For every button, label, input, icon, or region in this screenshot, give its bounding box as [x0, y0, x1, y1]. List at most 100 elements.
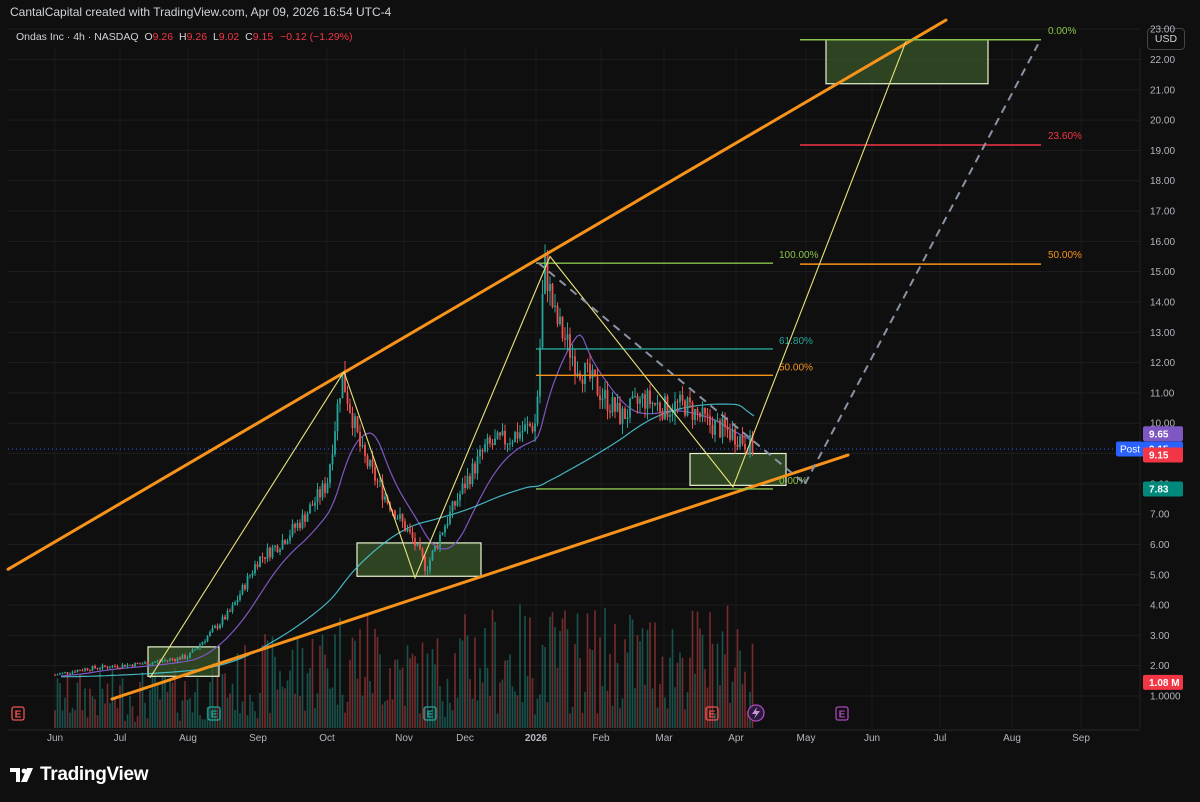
volume-bar [516, 695, 519, 728]
candle-body [264, 557, 266, 559]
y-tick-label: 23.00 [1150, 25, 1175, 36]
volume-bar [114, 697, 116, 728]
candle-body [491, 443, 494, 445]
volume-bar [409, 658, 411, 728]
volume-bar [711, 643, 714, 728]
x-tick-label: Sep [249, 733, 267, 744]
volume-bar [519, 604, 521, 728]
earnings-marker-icon [207, 706, 221, 721]
candle-body [121, 664, 124, 668]
fib-lower-label: 50.00% [779, 362, 813, 373]
candle-body [529, 423, 531, 427]
volume-bar [529, 617, 531, 728]
candle-body [744, 444, 746, 450]
volume-bar [686, 692, 689, 728]
price-label-text: 9.65 [1149, 429, 1169, 440]
volume-bar [626, 652, 629, 728]
candle-body [139, 663, 141, 665]
fib-lower-label: 0.00% [779, 476, 807, 487]
volume-bar [179, 720, 181, 728]
candle-body [739, 436, 741, 448]
candle-body [74, 671, 76, 673]
candle-body [704, 407, 706, 414]
candle-body [111, 665, 114, 668]
candle-body [401, 514, 404, 522]
volume-bar [594, 610, 596, 728]
volume-bar [541, 644, 544, 728]
x-tick-label: Sep [1072, 733, 1090, 744]
volume-bar [154, 673, 156, 728]
volume-bar [401, 667, 404, 728]
candle-body [484, 444, 486, 452]
volume-bar [621, 698, 624, 728]
candle-body [79, 670, 81, 672]
volume-bar [214, 707, 216, 728]
currency-button[interactable]: USD [1147, 28, 1185, 50]
volume-bar [569, 713, 571, 728]
volume-bar [734, 667, 736, 728]
candle-body [409, 529, 411, 532]
volume-bar [204, 719, 206, 728]
volume-bar [666, 708, 669, 728]
candle-body [549, 283, 551, 292]
volume-bar [561, 618, 564, 728]
volume-bar [299, 696, 301, 728]
volume-bar [521, 702, 524, 728]
volume-bar [391, 699, 394, 728]
candle-body [309, 504, 311, 514]
candle-body [314, 502, 316, 506]
y-tick-label: 15.00 [1150, 267, 1175, 278]
candle-body [231, 605, 234, 612]
volume-bar [549, 616, 551, 728]
volume-bar [161, 672, 164, 728]
volume-bar [559, 631, 561, 728]
candle-body [574, 356, 576, 375]
volume-bar [494, 621, 496, 728]
tradingview-brand[interactable]: TradingView [10, 764, 149, 786]
volume-bar [134, 721, 136, 728]
volume-bar [684, 709, 686, 728]
volume-bar [146, 718, 149, 728]
candle-body [451, 501, 454, 512]
volume-bar [524, 616, 526, 728]
candle-body [564, 338, 566, 340]
candle-body [749, 435, 751, 455]
volume-bar [374, 628, 376, 728]
candle-body [201, 642, 204, 645]
volume-bar [671, 629, 674, 728]
volume-bar [104, 703, 106, 728]
volume-bar [359, 628, 361, 728]
candle-body [721, 418, 724, 438]
x-tick-label: Feb [592, 733, 610, 744]
volume-bar [716, 643, 719, 728]
candle-body [391, 510, 394, 512]
volume-bar [396, 659, 399, 728]
volume-bar [461, 640, 464, 728]
candle-body [664, 396, 666, 420]
volume-bar [349, 659, 351, 728]
fib-upper-label: 23.60% [1048, 131, 1082, 142]
candlesticks [54, 244, 754, 676]
candle-body [56, 674, 59, 676]
candle-body [291, 523, 294, 536]
candle-body [414, 538, 416, 546]
volume-bar [746, 711, 749, 728]
volume-bar [91, 696, 94, 728]
volume-bar [386, 699, 389, 728]
volume-bar [574, 644, 576, 728]
price-chart[interactable]: 0.00% 23.60% 50.00% 100.00% 61.80% 50.00% 0.00… [0, 0, 1200, 760]
volume-bar [244, 645, 246, 728]
volume-bar [536, 698, 539, 728]
candle-body [179, 657, 181, 660]
candle-body [676, 401, 679, 403]
volume-bar [564, 610, 566, 728]
volume-bar [94, 699, 96, 728]
volume-bar [509, 654, 511, 728]
volume-bar [389, 668, 391, 728]
volume-bar [584, 691, 586, 728]
volume-bar [316, 693, 319, 728]
earnings-marker-letter: E [211, 710, 218, 721]
symbol-name[interactable]: Ondas Inc · 4h · NASDAQ [16, 31, 139, 43]
volume-bar [336, 704, 339, 728]
candle-body [229, 610, 231, 612]
